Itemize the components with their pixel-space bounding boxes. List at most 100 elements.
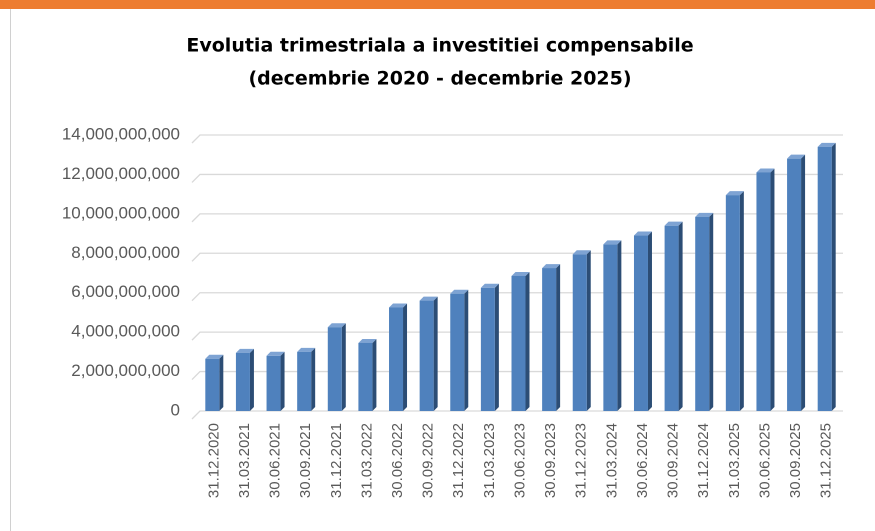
bar [695,212,714,411]
grid-line [191,134,843,144]
grid-line [191,173,843,183]
bar-front [419,300,434,411]
bar [297,347,316,411]
y-tick-label: 2,000,000,000 [71,361,180,380]
bar [450,289,469,411]
bar [542,264,561,411]
y-tick-label: 6,000,000,000 [71,282,180,301]
y-tick-label: 14,000,000,000 [62,124,180,143]
bar [235,348,254,411]
x-tick-label: 31.03.2022 [358,423,375,498]
bar-top [695,212,714,217]
bar-side [739,191,744,411]
bar-side [556,264,561,411]
x-tick-label: 30.06.2023 [511,423,528,498]
bar-side [494,283,499,411]
bar [327,323,346,411]
bar-top [327,323,346,328]
bar-front [817,146,832,412]
bar-top [235,348,254,353]
bar-side [831,142,836,412]
bar-front [480,287,495,411]
grid-line [191,370,843,381]
x-tick-label: 31.03.2024 [603,423,620,498]
x-tick-label: 31.12.2024 [695,423,712,498]
x-tick-label: 30.09.2024 [665,423,682,498]
bar-side [433,296,438,411]
bar-front [572,254,587,411]
bar-top [450,289,469,294]
bar [817,142,836,412]
bar-front [297,351,312,411]
bar-side [801,154,806,411]
y-tick-label: 4,000,000,000 [71,322,180,341]
bar-front [756,172,771,411]
bar-top [572,250,591,255]
bar-top [511,271,530,276]
bar-side [280,351,285,411]
bar-front [603,244,618,411]
x-tick-label: 30.06.2022 [389,423,406,498]
bar-top [419,296,438,301]
bar-top [389,303,408,308]
bar-top [817,142,836,147]
bar-top [297,347,316,352]
bar [787,154,806,411]
bar-side [311,347,316,411]
bar-front [205,358,220,411]
x-tick-label: 30.06.2024 [634,423,651,498]
bar [205,354,224,411]
bar-front [358,342,373,411]
x-tick-label: 31.03.2021 [236,423,253,498]
x-tick-label: 30.09.2021 [297,423,314,498]
bar-side [617,240,622,411]
bar-side [372,338,377,411]
bar [756,168,775,411]
bar-top [480,283,499,288]
x-tick-label: 30.06.2025 [756,423,773,498]
bar-side [219,354,224,411]
bar-front [235,352,250,411]
x-tick-label: 30.09.2023 [542,423,559,498]
x-tick-label: 30.09.2025 [787,423,804,498]
bar-front [511,275,526,411]
bar [266,351,285,411]
x-tick-label: 31.12.2025 [818,423,835,498]
bar [664,221,683,411]
bar [725,191,744,411]
bar-top [756,168,775,173]
grid-line [191,331,843,341]
y-tick-label: 12,000,000,000 [62,164,180,183]
bar [572,250,591,411]
bar-top [664,221,683,226]
x-tick-label: 31.12.2021 [328,423,345,498]
bar [358,338,377,411]
bar-side [249,348,254,411]
bar-top [205,354,224,359]
bar [633,231,652,411]
x-tick-label: 31.03.2025 [726,423,743,498]
bar-side [709,212,714,411]
bar-front [725,195,740,411]
bar-side [525,271,530,411]
bar-front [450,293,465,411]
bar [603,240,622,411]
bar-top [542,264,561,269]
grid-line [191,292,843,302]
bar [389,303,408,411]
bar [480,283,499,411]
x-tick-label: 30.06.2021 [267,423,284,498]
chart-subtitle: (decembrie 2020 - decembrie 2025) [248,68,631,90]
grid-line [191,252,843,262]
bar [419,296,438,411]
bar-side [403,303,408,411]
bar-front [542,268,557,411]
x-tick-label: 31.12.2022 [450,423,467,498]
grid-line [191,213,843,223]
bar-top [787,154,806,159]
bar-front [633,235,648,411]
x-tick-label: 31.12.2020 [205,423,222,498]
x-tick-label: 30.09.2022 [420,423,437,498]
bar [511,271,530,411]
